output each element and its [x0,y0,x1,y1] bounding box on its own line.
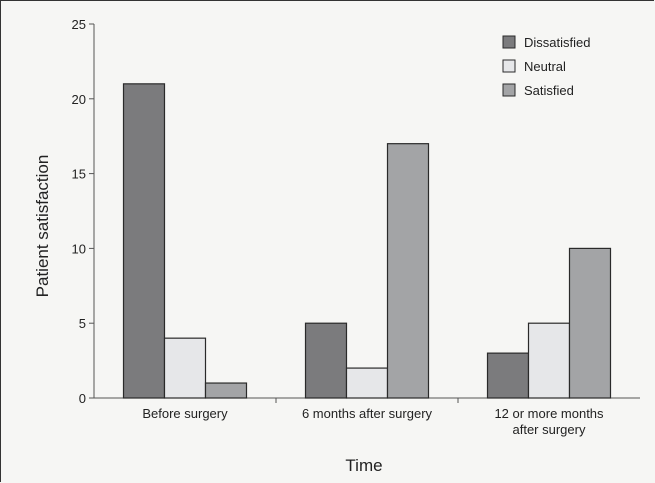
y-axis-title: Patient satisfaction [33,155,52,298]
y-tick-label: 20 [72,92,86,107]
bar-neutral-2 [345,367,389,399]
y-tick-label: 15 [72,167,86,182]
y-tick-label: 5 [79,316,86,331]
x-tick-label: 6 months after surgery [302,406,433,421]
y-tick-label: 10 [72,241,86,256]
x-axis-title: Time [345,456,382,475]
legend-label-neutral: Neutral [524,59,566,74]
bar-dissatisfied-1 [122,83,166,399]
legend-label-dissatisfied: Dissatisfied [524,35,590,50]
x-tick-label: after surgery [513,422,586,437]
legend: Dissatisfied Neutral Satisfied [502,35,590,98]
y-tick-label: 0 [79,391,86,406]
bar-neutral-1 [163,337,207,399]
bar-satisfied-2 [386,143,430,399]
bar-satisfied-3 [568,247,612,399]
legend-label-satisfied: Satisfied [524,83,574,98]
legend-swatch-satisfied [502,83,516,97]
bars [122,83,612,399]
bar-satisfied-1 [204,382,248,399]
legend-swatch-dissatisfied [502,35,516,49]
x-tick-label: Before surgery [142,406,228,421]
x-axis: Before surgery 6 months after surgery 12 o… [94,397,640,437]
bar-neutral-3 [527,322,571,399]
y-axis: 0 5 10 15 20 25 [72,17,95,406]
legend-swatch-neutral [502,59,516,73]
bar-dissatisfied-3 [486,352,530,399]
y-tick-label: 25 [72,17,86,32]
bar-dissatisfied-2 [304,322,348,399]
x-tick-label: 12 or more months [494,406,604,421]
